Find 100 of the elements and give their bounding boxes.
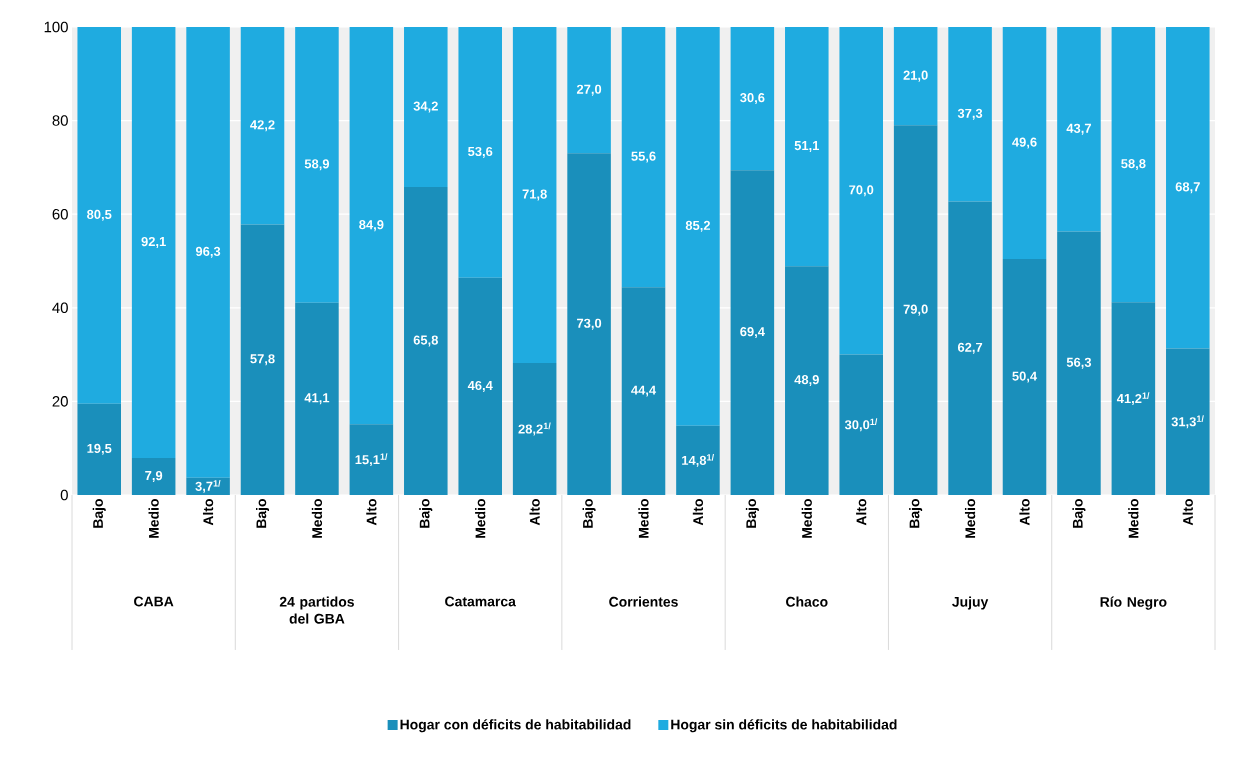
y-tick-label: 20 bbox=[52, 396, 68, 407]
text: Catamarca bbox=[445, 596, 516, 607]
x-tick-label: Medio bbox=[311, 499, 323, 538]
data-label: 28,2$^{1/}$ bbox=[518, 422, 551, 436]
x-tick-label: Bajo bbox=[92, 499, 106, 528]
x-tick-label: Medio bbox=[801, 499, 812, 538]
data-label: 15,1$^{1/}$ bbox=[355, 453, 388, 467]
bar bbox=[240, 224, 285, 495]
data-label: 37,3 bbox=[957, 108, 983, 120]
bar bbox=[186, 26, 230, 478]
y-tick-label: 80 bbox=[52, 115, 68, 126]
bar bbox=[1002, 259, 1047, 495]
data-label: 48,9 bbox=[794, 375, 819, 387]
data-label: 44,4 bbox=[631, 385, 657, 397]
bar bbox=[676, 425, 720, 495]
data-label: 55,6 bbox=[631, 151, 656, 163]
data-label: 34,2 bbox=[413, 101, 438, 113]
text: 24 partidos del GBA bbox=[279, 596, 354, 624]
data-label: 80,5 bbox=[87, 209, 112, 221]
data-label: 31,3$^{1/}$ bbox=[1171, 415, 1204, 429]
bar bbox=[404, 187, 448, 495]
data-label: 58,8 bbox=[1121, 159, 1146, 171]
text: Chaco bbox=[786, 596, 828, 607]
data-label: 70,0 bbox=[849, 185, 874, 197]
bar bbox=[893, 26, 938, 126]
legend-label: Hogar sin déficits de habitabilidad bbox=[671, 719, 897, 733]
data-label: 42,2 bbox=[250, 120, 275, 132]
x-tick-label: Medio bbox=[475, 499, 486, 538]
x-tick-label: Medio bbox=[1128, 499, 1139, 538]
bar bbox=[77, 26, 121, 404]
bar bbox=[730, 170, 775, 495]
data-label: 96,3 bbox=[195, 246, 221, 258]
bar bbox=[512, 26, 557, 364]
y-tick-label: 60 bbox=[52, 208, 68, 220]
x-tick-label: Alto bbox=[202, 499, 214, 526]
bar bbox=[512, 363, 557, 495]
x-tick-label: Bajo bbox=[1072, 499, 1086, 528]
bar bbox=[948, 201, 992, 495]
bar bbox=[839, 26, 883, 355]
y-tick-label: 40 bbox=[52, 302, 68, 314]
bar bbox=[131, 26, 176, 459]
bar bbox=[567, 153, 611, 495]
data-label: 46,4 bbox=[467, 380, 493, 392]
x-tick-label: Bajo bbox=[909, 499, 923, 528]
bar bbox=[1057, 231, 1101, 495]
data-label: 43,7 bbox=[1066, 123, 1091, 135]
data-label: 79,0 bbox=[903, 304, 928, 316]
bar bbox=[785, 266, 829, 495]
data-label: 30,6 bbox=[740, 93, 765, 105]
bar bbox=[131, 458, 176, 495]
bar bbox=[893, 125, 938, 495]
x-tick-label: Bajo bbox=[582, 499, 596, 528]
x-tick-label: Medio bbox=[638, 499, 649, 538]
bar bbox=[349, 424, 394, 495]
data-label: 68,7 bbox=[1175, 182, 1200, 194]
data-label: 41,2$^{1/}$ bbox=[1116, 392, 1150, 406]
data-label: 69,4 bbox=[740, 327, 765, 339]
legend-label: Hogar con déficits de habitabilidad bbox=[400, 719, 631, 733]
x-tick-label: Alto bbox=[856, 499, 867, 526]
bar bbox=[567, 26, 611, 154]
bar bbox=[730, 26, 775, 171]
x-tick-label: Medio bbox=[964, 499, 976, 538]
data-label: 92,1 bbox=[141, 236, 166, 249]
x-tick-label: Bajo bbox=[745, 499, 759, 528]
text: Río Negro bbox=[1100, 596, 1167, 610]
x-tick-label: Bajo bbox=[419, 499, 433, 528]
bar bbox=[1057, 26, 1101, 232]
y-tick-label: 100 bbox=[44, 21, 68, 33]
bar bbox=[295, 26, 339, 303]
data-label: 71,8 bbox=[522, 189, 547, 201]
data-label: 56,3 bbox=[1066, 357, 1092, 369]
data-label: 73,0 bbox=[577, 318, 602, 330]
x-tick-label: Bajo bbox=[256, 499, 270, 528]
data-label: 19,5 bbox=[87, 443, 112, 455]
bar bbox=[77, 403, 121, 495]
bar bbox=[948, 26, 992, 202]
data-label: 65,8 bbox=[413, 335, 439, 347]
x-tick-label: Alto bbox=[1182, 499, 1193, 526]
bar bbox=[839, 354, 883, 495]
data-label: 41,1 bbox=[304, 393, 330, 405]
data-label: 57,8 bbox=[250, 354, 275, 366]
bar bbox=[1111, 26, 1156, 303]
data-label: 58,9 bbox=[304, 159, 330, 171]
data-label: 21,0 bbox=[903, 70, 928, 82]
bar bbox=[676, 26, 720, 426]
data-label: 62,7 bbox=[957, 342, 983, 354]
data-label: 14,8$^{1/}$ bbox=[682, 453, 714, 467]
x-tick-label: Alto bbox=[366, 499, 377, 526]
y-tick-label: 0 bbox=[60, 489, 68, 501]
x-tick-label: Alto bbox=[1019, 499, 1030, 526]
text: CABA bbox=[134, 596, 174, 607]
data-label: 85,2 bbox=[685, 220, 711, 232]
bar bbox=[621, 287, 666, 495]
data-label: 49,6 bbox=[1012, 137, 1037, 149]
data-label: 30,0$^{1/}$ bbox=[844, 418, 878, 432]
data-label: 50,4 bbox=[1012, 371, 1038, 383]
bar bbox=[458, 26, 502, 278]
text: Corrientes bbox=[609, 596, 678, 607]
bar bbox=[240, 26, 285, 225]
bar bbox=[785, 26, 829, 267]
